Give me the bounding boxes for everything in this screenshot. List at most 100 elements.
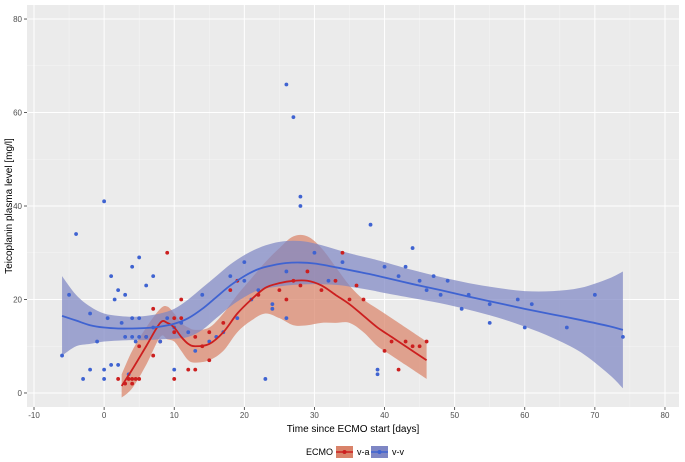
- point-vv: [403, 264, 408, 269]
- smooth-line-va: [120, 279, 428, 387]
- point-vv: [123, 292, 128, 297]
- smooth-line-vv: [61, 261, 624, 331]
- x-axis-title: Time since ECMO start [days]: [287, 424, 420, 435]
- point-vv: [431, 274, 436, 279]
- point-vv: [130, 334, 135, 339]
- point-vv: [116, 288, 121, 293]
- point-vv: [81, 377, 85, 381]
- point-vv: [74, 232, 78, 236]
- point-va: [137, 377, 142, 381]
- legend-key-va: [336, 446, 353, 458]
- point-vv: [130, 264, 135, 269]
- point-vv: [67, 292, 71, 297]
- point-vv: [158, 339, 163, 344]
- point-va: [417, 344, 422, 349]
- point-vv: [326, 278, 331, 283]
- point-va: [403, 339, 408, 344]
- point-va: [410, 344, 415, 349]
- point-va: [382, 349, 387, 353]
- point-vv: [270, 306, 275, 311]
- confidence-bands: [62, 234, 623, 398]
- point-va: [228, 288, 233, 293]
- y-tick-label: 40: [13, 202, 22, 211]
- point-va: [172, 330, 177, 335]
- x-tick-label: 70: [590, 411, 599, 420]
- point-va: [179, 297, 184, 302]
- point-vv: [284, 269, 289, 274]
- x-tick-label: 10: [170, 411, 179, 420]
- x-tick-label: -10: [28, 411, 40, 420]
- legend-label-vv: v-v: [392, 447, 404, 457]
- point-vv: [137, 334, 142, 339]
- axis-ticks: [24, 18, 666, 410]
- point-va: [116, 377, 121, 381]
- point-vv: [340, 260, 345, 264]
- point-vv: [438, 292, 443, 297]
- point-vv: [515, 297, 520, 302]
- point-vv: [522, 325, 527, 330]
- point-vv: [529, 302, 534, 307]
- legend-label-va: v-a: [357, 447, 370, 457]
- point-vv: [144, 283, 149, 288]
- point-va: [389, 339, 394, 344]
- point-vv: [242, 260, 247, 264]
- legend-title: ECMO: [306, 447, 333, 457]
- y-axis-title: Teicoplanin plasma level [mg/l]: [4, 138, 15, 274]
- point-vv: [102, 377, 107, 381]
- point-va: [137, 344, 142, 349]
- point-vv: [263, 377, 268, 381]
- point-va: [340, 250, 345, 255]
- point-vv: [109, 363, 114, 367]
- point-va: [193, 334, 198, 339]
- legend: ECMO v-a v-v: [306, 446, 404, 458]
- data-points: [60, 82, 625, 386]
- tick-labels: -10 0 10 20 30 40 50 60 70 80 0 20 40 60 80: [13, 15, 670, 420]
- point-vv: [417, 278, 422, 283]
- band-vv: [62, 240, 623, 389]
- point-vv: [228, 274, 233, 279]
- point-va: [165, 250, 170, 255]
- point-vv: [165, 316, 170, 321]
- point-vv: [130, 316, 135, 321]
- point-vv: [487, 320, 492, 325]
- point-vv: [137, 316, 142, 321]
- point-va: [186, 367, 191, 372]
- point-vv: [112, 297, 117, 302]
- point-va: [298, 283, 303, 288]
- point-vv: [375, 372, 380, 377]
- legend-key-vv-point: [377, 450, 382, 454]
- x-tick-label: 60: [520, 411, 529, 420]
- point-vv: [291, 115, 296, 120]
- point-vv: [60, 353, 64, 358]
- x-tick-label: 40: [380, 411, 389, 420]
- x-tick-label: 20: [240, 411, 249, 420]
- point-vv: [382, 264, 387, 269]
- point-va: [133, 377, 138, 381]
- point-va: [361, 297, 366, 302]
- x-tick-label: 80: [661, 411, 670, 420]
- point-va: [221, 320, 226, 325]
- y-tick-label: 20: [13, 295, 22, 304]
- point-va: [277, 288, 282, 293]
- point-vv: [396, 274, 401, 279]
- point-vv: [298, 204, 303, 208]
- point-va: [347, 297, 352, 302]
- point-vv: [256, 288, 261, 293]
- point-va: [284, 297, 289, 302]
- point-va: [151, 353, 156, 358]
- point-vv: [312, 250, 317, 255]
- legend-key-vv: [371, 446, 388, 458]
- x-tick-label: 30: [310, 411, 319, 420]
- point-vv: [242, 278, 247, 283]
- point-vv: [445, 278, 450, 283]
- point-vv: [105, 316, 110, 321]
- point-va: [172, 377, 177, 381]
- point-vv: [102, 367, 107, 372]
- point-vv: [119, 320, 124, 325]
- point-va: [193, 367, 198, 372]
- point-va: [179, 316, 184, 321]
- point-vv: [88, 311, 92, 316]
- point-vv: [284, 82, 289, 87]
- point-vv: [95, 339, 100, 344]
